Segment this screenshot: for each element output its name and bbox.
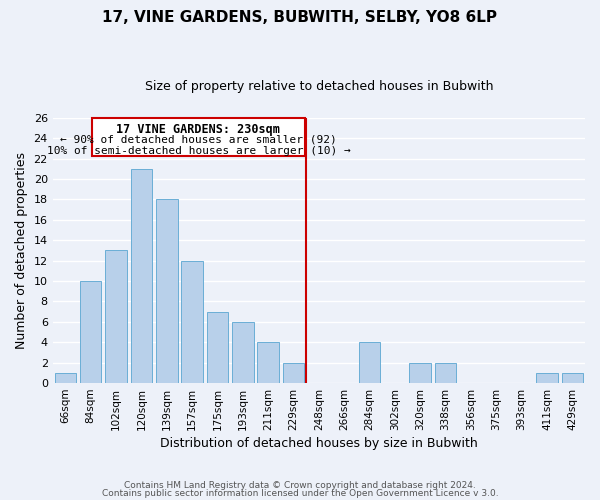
Bar <box>232 322 254 383</box>
Text: 17 VINE GARDENS: 230sqm: 17 VINE GARDENS: 230sqm <box>116 123 280 136</box>
Bar <box>359 342 380 383</box>
X-axis label: Distribution of detached houses by size in Bubwith: Distribution of detached houses by size … <box>160 437 478 450</box>
Bar <box>409 362 431 383</box>
Bar <box>181 260 203 383</box>
Text: Contains HM Land Registry data © Crown copyright and database right 2024.: Contains HM Land Registry data © Crown c… <box>124 481 476 490</box>
Text: 17, VINE GARDENS, BUBWITH, SELBY, YO8 6LP: 17, VINE GARDENS, BUBWITH, SELBY, YO8 6L… <box>103 10 497 25</box>
Bar <box>283 362 304 383</box>
Bar <box>435 362 457 383</box>
FancyBboxPatch shape <box>92 118 305 156</box>
Bar <box>105 250 127 383</box>
Bar <box>156 200 178 383</box>
Text: ← 90% of detached houses are smaller (92): ← 90% of detached houses are smaller (92… <box>60 134 337 144</box>
Title: Size of property relative to detached houses in Bubwith: Size of property relative to detached ho… <box>145 80 493 93</box>
Bar <box>257 342 279 383</box>
Bar <box>536 373 558 383</box>
Bar <box>55 373 76 383</box>
Bar <box>562 373 583 383</box>
Text: Contains public sector information licensed under the Open Government Licence v : Contains public sector information licen… <box>101 488 499 498</box>
Y-axis label: Number of detached properties: Number of detached properties <box>15 152 28 349</box>
Text: 10% of semi-detached houses are larger (10) →: 10% of semi-detached houses are larger (… <box>47 146 350 156</box>
Bar <box>80 281 101 383</box>
Bar <box>131 169 152 383</box>
Bar <box>206 312 228 383</box>
